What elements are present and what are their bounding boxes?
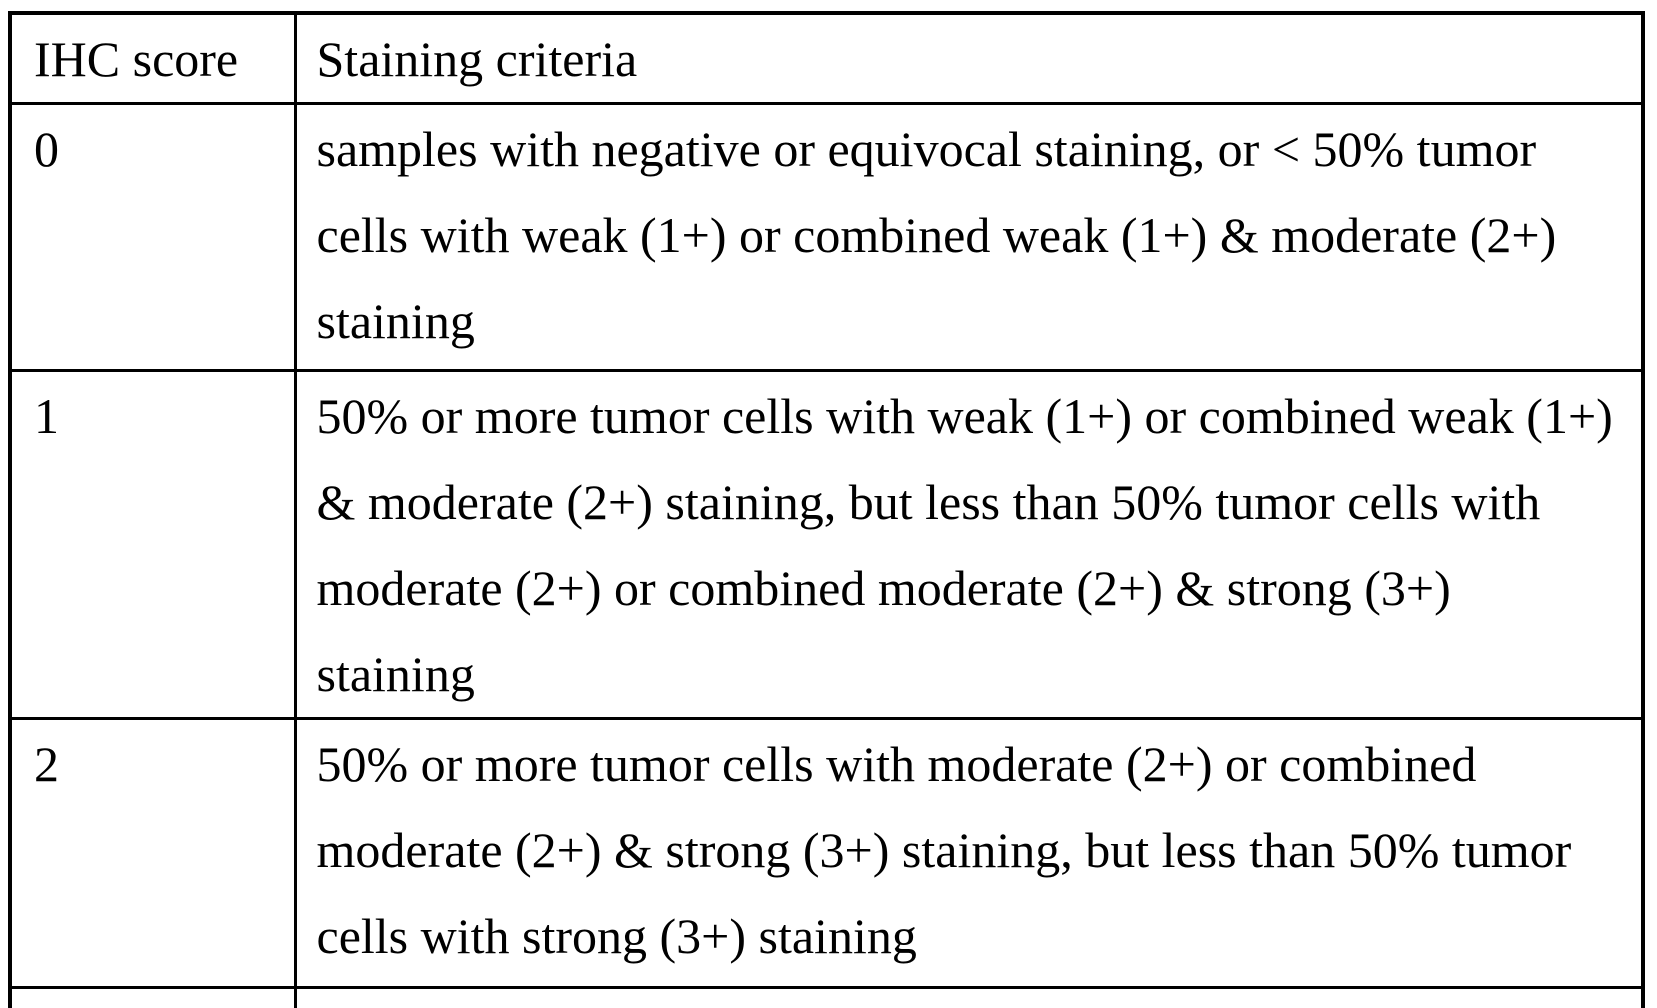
criteria-cell-2: 50% or more tumor cells with moderate (2… <box>293 717 1645 989</box>
score-cell-0: 0 <box>8 102 297 372</box>
table-row-score-2: 2 50% or more tumor cells with moderate … <box>8 717 1645 989</box>
criteria-cell-0: samples with negative or equivocal stain… <box>293 102 1645 372</box>
table-row-score-0: 0 samples with negative or equivocal sta… <box>8 102 1645 372</box>
score-cell-3: 3 <box>8 986 297 1008</box>
score-cell-1: 1 <box>8 369 297 720</box>
table-header-row: IHC score Staining criteria <box>8 11 1645 105</box>
table-row-score-1: 1 50% or more tumor cells with weak (1+)… <box>8 369 1645 720</box>
ihc-score-table: IHC score Staining criteria 0 samples wi… <box>8 11 1645 1008</box>
score-cell-2: 2 <box>8 717 297 989</box>
criteria-cell-3: 50% or more tumor cells with strong (3+)… <box>293 986 1645 1008</box>
header-ihc-score: IHC score <box>8 11 297 105</box>
criteria-cell-1: 50% or more tumor cells with weak (1+) o… <box>293 369 1645 720</box>
header-staining-criteria: Staining criteria <box>293 11 1645 105</box>
table-row-score-3: 3 50% or more tumor cells with strong (3… <box>8 986 1645 1008</box>
